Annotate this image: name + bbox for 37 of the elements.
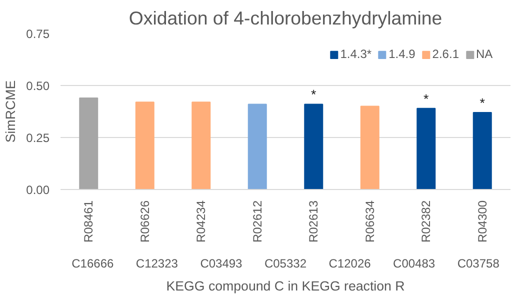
legend-label: 1.4.9 bbox=[388, 47, 416, 61]
x-tick-label: R02382 bbox=[419, 200, 434, 243]
text: C00483 bbox=[393, 256, 436, 270]
text: C05332 bbox=[264, 256, 307, 270]
annotation: * bbox=[311, 87, 316, 102]
y-axis-title: SimRCME bbox=[3, 80, 18, 143]
x-tick-label: R02612 bbox=[250, 200, 264, 243]
x-axis-title: KEGG compound C in KEGG reaction R bbox=[166, 278, 405, 294]
x-tick-label: R04234 bbox=[194, 200, 208, 243]
bar bbox=[416, 108, 436, 190]
y-tick-label: 0.50 bbox=[26, 79, 50, 93]
bar bbox=[248, 104, 267, 190]
x-tick-label: R06634 bbox=[362, 200, 377, 243]
text: C16666 bbox=[72, 256, 114, 270]
x-tick-label: R02613 bbox=[306, 200, 321, 243]
bar bbox=[135, 102, 154, 190]
text: C12323 bbox=[136, 256, 178, 270]
bar bbox=[192, 102, 211, 190]
legend-label: 1.4.3* bbox=[340, 47, 372, 61]
legend-label: NA bbox=[476, 47, 494, 61]
chart-title: Oxidation of 4-chlorobenzhydrylamine bbox=[128, 8, 442, 28]
x-tick-label: R04300 bbox=[475, 200, 490, 243]
text: C03758 bbox=[457, 256, 500, 270]
annotation: * bbox=[480, 96, 485, 111]
x-tick-label: R06626 bbox=[138, 200, 152, 243]
legend-label: 2.6.1 bbox=[432, 47, 459, 61]
bar bbox=[472, 112, 492, 190]
y-tick-label: 0.25 bbox=[26, 131, 50, 145]
y-tick-label: 0.75 bbox=[26, 27, 50, 41]
x-tick-label: R08461 bbox=[82, 200, 96, 243]
bar bbox=[79, 97, 98, 190]
bar bbox=[304, 104, 324, 190]
bar bbox=[360, 106, 380, 190]
annotation: * bbox=[424, 91, 429, 106]
y-tick-label: 0.00 bbox=[26, 183, 50, 197]
text: C12026 bbox=[328, 256, 372, 270]
text: C03493 bbox=[200, 256, 243, 270]
